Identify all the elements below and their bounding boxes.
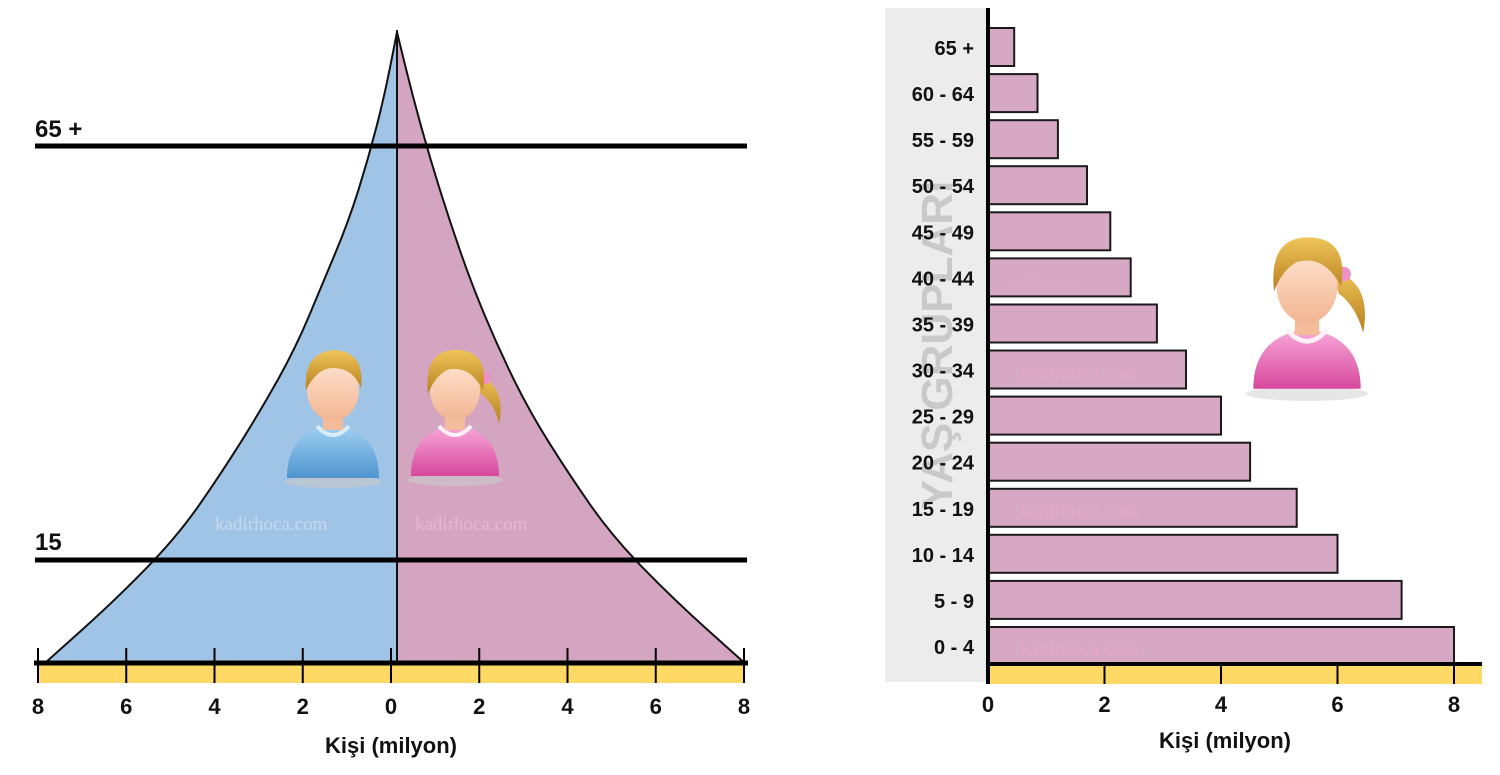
bar [987, 349, 1187, 390]
bar [987, 487, 1298, 528]
x-tick-label: 6 [120, 694, 132, 719]
category-label: 30 - 34 [912, 361, 975, 383]
category-label: 45 - 49 [912, 222, 974, 244]
bar [987, 119, 1059, 160]
category-label: 20 - 24 [912, 453, 975, 475]
x-tick-label: 2 [297, 694, 309, 719]
pyramid-x-axis-title: Kişi (milyon) [325, 733, 457, 758]
bar [987, 165, 1088, 206]
pyramid-left-area [42, 31, 398, 664]
male-avatar-icon [285, 350, 381, 488]
pyramid-x-ticks: 8 6 4 2 0 2 4 6 8 [32, 648, 750, 719]
category-label: 50 - 54 [912, 176, 975, 198]
x-tick-label: 0 [385, 694, 397, 719]
bar [987, 257, 1132, 298]
bar-series [987, 27, 1455, 666]
watermark: kadirhoca.com [415, 514, 528, 535]
threshold-label-65: 65 + [35, 116, 82, 143]
x-tick-label: 2 [1098, 692, 1110, 717]
bar [987, 579, 1403, 620]
bar [987, 27, 1016, 67]
bar [987, 73, 1039, 114]
watermark: kadirhoca.com [1020, 500, 1139, 522]
x-tick-label: 0 [982, 692, 994, 717]
bar [987, 303, 1158, 344]
y-axis-title: YAŞ GRUPLARI [913, 181, 962, 509]
watermark: kadirhoca.com [1020, 363, 1139, 385]
category-label: 65 + [935, 38, 974, 60]
bar-x-ticks: 0 2 4 6 8 [982, 664, 1460, 717]
pyramid-chart: 65 + 15 8 6 4 2 0 2 4 6 8 Kişi (milyon) kadirhoc… [32, 30, 750, 758]
female-avatar-icon [1246, 237, 1368, 401]
female-avatar-icon [407, 349, 503, 486]
x-tick-label: 6 [1331, 692, 1343, 717]
watermark: kadirhoca.com [1020, 638, 1139, 660]
category-label: 60 - 64 [912, 84, 975, 106]
x-tick-label: 4 [208, 694, 221, 719]
category-label: 10 - 14 [912, 545, 975, 567]
pyramid-right-area [396, 31, 748, 664]
bar [987, 395, 1222, 436]
x-tick-label: 4 [561, 694, 574, 719]
x-tick-label: 4 [1215, 692, 1228, 717]
x-tick-label: 6 [650, 694, 662, 719]
category-label: 5 - 9 [934, 591, 974, 613]
watermark: kadirhoca.com [215, 514, 328, 535]
x-tick-label: 8 [738, 694, 750, 719]
bar [987, 626, 1455, 666]
category-label: 40 - 44 [912, 268, 975, 290]
category-labels: 0 - 4 5 - 9 10 - 14 15 - 19 20 - 24 25 - 29 30… [912, 38, 975, 659]
threshold-label-15: 15 [35, 529, 62, 556]
category-label: 15 - 19 [912, 499, 974, 521]
age-label-panel [885, 8, 988, 682]
x-tick-label: 8 [1448, 692, 1460, 717]
bar [987, 211, 1112, 252]
bar [987, 441, 1252, 482]
bar [987, 533, 1339, 574]
category-label: 55 - 59 [912, 130, 974, 152]
x-tick-label: 8 [32, 694, 44, 719]
watermark: kadirhoca.com [1012, 273, 1084, 287]
category-label: 0 - 4 [934, 637, 975, 659]
bar-axis-band [988, 664, 1482, 684]
x-tick-label: 2 [473, 694, 485, 719]
category-label: 25 - 29 [912, 407, 974, 429]
bar-x-axis-title: Kişi (milyon) [1159, 728, 1291, 753]
category-label: 35 - 39 [912, 315, 974, 337]
